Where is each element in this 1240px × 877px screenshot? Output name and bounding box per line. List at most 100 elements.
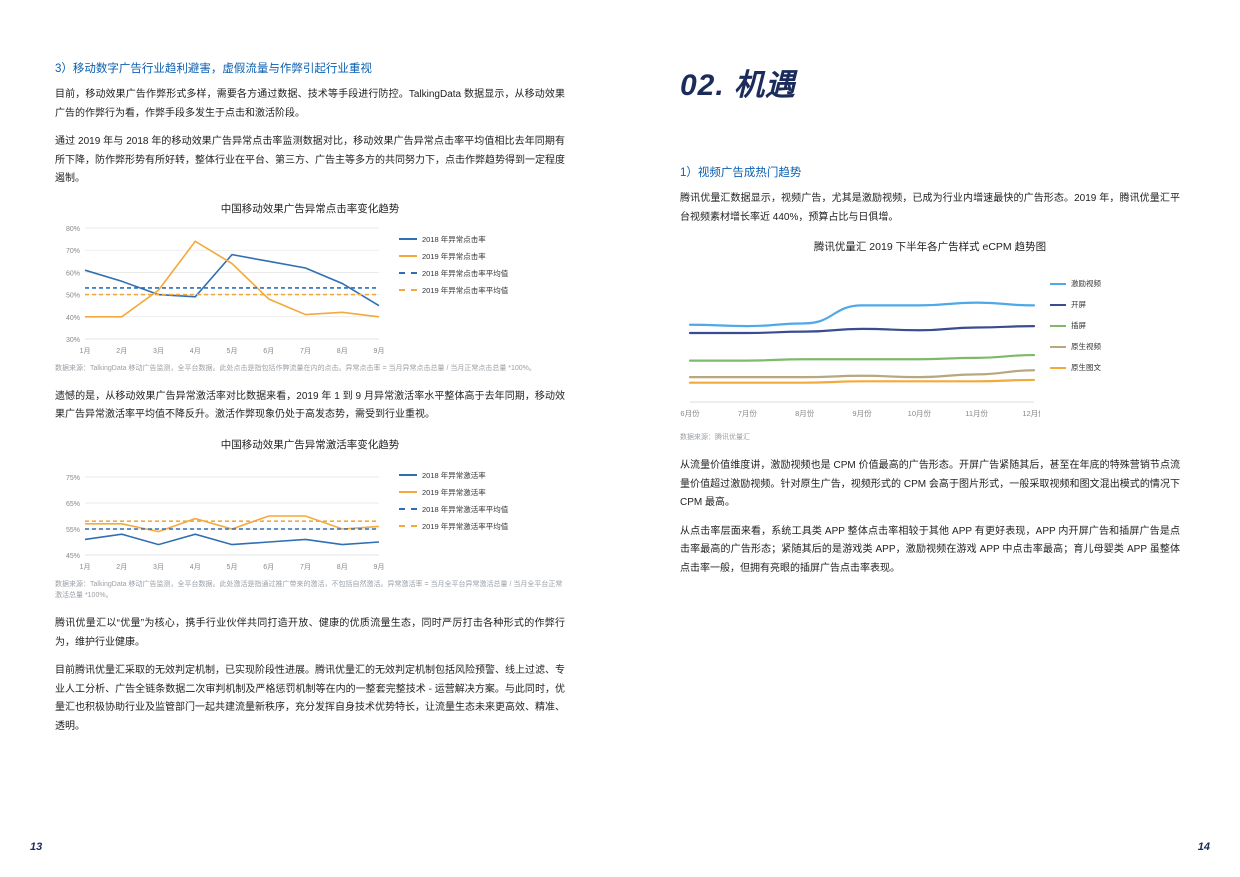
svg-text:8月份: 8月份 <box>795 408 815 418</box>
svg-text:11月份: 11月份 <box>965 408 988 418</box>
page-spread: 3）移动数字广告行业趋利避害，虚假流量与作弊引起行业重视 目前，移动效果广告作弊… <box>0 0 1240 877</box>
svg-text:4月: 4月 <box>190 347 201 355</box>
chart3-row: 6月份 7月份 8月份 9月份 10月份 11月份 12月份 激励视频开屏插屏原生视频原生图… <box>680 260 1180 426</box>
right-p2: 从流量价值维度讲，激励视频也是 CPM 价值最高的广告形态。开屏广告紧随其后，甚… <box>680 457 1180 513</box>
legend-item: 2019 年异常点击率 <box>399 251 508 262</box>
legend-item: 插屏 <box>1050 320 1101 331</box>
svg-text:12月份: 12月份 <box>1022 408 1040 418</box>
chart3-legend: 激励视频开屏插屏原生视频原生图文 <box>1050 260 1101 373</box>
legend-swatch <box>1050 283 1066 285</box>
svg-text:5月: 5月 <box>227 347 238 355</box>
svg-text:2月: 2月 <box>116 563 127 571</box>
svg-text:3月: 3月 <box>153 347 164 355</box>
legend-swatch <box>399 525 417 527</box>
page-left: 3）移动数字广告行业趋利避害，虚假流量与作弊引起行业重视 目前，移动效果广告作弊… <box>0 0 620 877</box>
page-right: 02. 机遇 1）视频广告成热门趋势 腾讯优量汇数据显示，视频广告，尤其是激励视… <box>620 0 1240 877</box>
legend-swatch <box>1050 346 1066 348</box>
chart2-row: 45%55%65%75%1月2月3月4月5月6月7月8月9月 2018 年异常激… <box>55 458 565 573</box>
left-p1: 目前，移动效果广告作弊形式多样，需要各方通过数据、技术等手段进行防控。Talki… <box>55 86 565 123</box>
legend-swatch <box>1050 325 1066 327</box>
chart2-title: 中国移动效果广告异常激活率变化趋势 <box>55 437 565 452</box>
chart2: 45%55%65%75%1月2月3月4月5月6月7月8月9月 <box>55 458 385 573</box>
legend-item: 2019 年异常激活率 <box>399 487 508 498</box>
legend-item: 2019 年异常激活率平均值 <box>399 521 508 532</box>
legend-swatch <box>399 491 417 493</box>
svg-text:70%: 70% <box>66 248 80 255</box>
legend-item: 2018 年异常激活率平均值 <box>399 504 508 515</box>
svg-text:50%: 50% <box>66 292 80 299</box>
svg-text:7月: 7月 <box>300 347 311 355</box>
svg-text:40%: 40% <box>66 314 80 321</box>
svg-text:4月: 4月 <box>190 563 201 571</box>
legend-item: 2018 年异常点击率 <box>399 234 508 245</box>
legend-item: 激励视频 <box>1050 278 1101 289</box>
right-subhead: 1）视频广告成热门趋势 <box>680 164 1180 180</box>
chart3-footnote: 数据来源：腾讯优量汇 <box>680 432 1180 443</box>
svg-text:10月份: 10月份 <box>908 408 932 418</box>
chart2-legend: 2018 年异常激活率 2019 年异常激活率 2018 年异常激活率平均值 2019… <box>399 458 508 532</box>
chart3: 6月份 7月份 8月份 9月份 10月份 11月份 12月份 <box>680 260 1040 420</box>
chart1: 30% 40% 50% 60% 70% 80% 1月 2月 3月 4月 5月 6月 7月 8月 9月 <box>55 222 385 357</box>
svg-text:1月: 1月 <box>80 347 91 355</box>
svg-text:1月: 1月 <box>80 563 91 571</box>
legend-swatch <box>399 474 417 476</box>
left-subhead: 3）移动数字广告行业趋利避害，虚假流量与作弊引起行业重视 <box>55 60 565 76</box>
svg-text:9月: 9月 <box>374 347 385 355</box>
svg-text:9月份: 9月份 <box>852 408 872 418</box>
legend-label: 2018 年异常点击率 <box>422 234 486 245</box>
svg-text:45%: 45% <box>66 553 80 560</box>
svg-text:60%: 60% <box>66 270 80 277</box>
svg-text:7月: 7月 <box>300 563 311 571</box>
svg-text:75%: 75% <box>66 475 80 482</box>
legend-label: 激励视频 <box>1071 278 1101 289</box>
legend-label: 原生图文 <box>1071 362 1101 373</box>
svg-text:8月: 8月 <box>337 347 348 355</box>
svg-text:80%: 80% <box>66 226 80 233</box>
svg-text:9月: 9月 <box>374 563 385 571</box>
right-h1: 02. 机遇 <box>680 60 1180 104</box>
legend-swatch <box>1050 304 1066 306</box>
legend-label: 2018 年异常激活率 <box>422 470 486 481</box>
svg-text:30%: 30% <box>66 337 80 344</box>
legend-item: 2019 年异常点击率平均值 <box>399 285 508 296</box>
legend-swatch <box>399 238 417 240</box>
legend-swatch <box>399 289 417 291</box>
legend-label: 2019 年异常激活率平均值 <box>422 521 508 532</box>
legend-swatch <box>1050 367 1066 369</box>
chart2-footnote: 数据来源：TalkingData 移动广告监测，全平台数据。此处激活是指通过推广… <box>55 579 565 601</box>
left-p5: 目前腾讯优量汇采取的无效判定机制，已实现阶段性进展。腾讯优量汇的无效判定机制包括… <box>55 662 565 736</box>
svg-text:2月: 2月 <box>116 347 127 355</box>
legend-item: 原生图文 <box>1050 362 1101 373</box>
legend-label: 2019 年异常激活率 <box>422 487 486 498</box>
legend-label: 2019 年异常点击率 <box>422 251 486 262</box>
left-p2: 通过 2019 年与 2018 年的移动效果广告异常点击率监测数据对比，移动效果… <box>55 133 565 189</box>
svg-text:55%: 55% <box>66 527 80 534</box>
svg-text:8月: 8月 <box>337 563 348 571</box>
legend-item: 2018 年异常点击率平均值 <box>399 268 508 279</box>
chart3-title: 腾讯优量汇 2019 下半年各广告样式 eCPM 趋势图 <box>680 239 1180 254</box>
legend-label: 插屏 <box>1071 320 1086 331</box>
chart1-footnote: 数据来源：TalkingData 移动广告监测，全平台数据。此处点击是指包括作弊… <box>55 363 565 374</box>
legend-label: 2018 年异常激活率平均值 <box>422 504 508 515</box>
legend-label: 原生视频 <box>1071 341 1101 352</box>
svg-text:7月份: 7月份 <box>738 408 758 418</box>
legend-item: 开屏 <box>1050 299 1101 310</box>
chart1-title: 中国移动效果广告异常点击率变化趋势 <box>55 201 565 216</box>
svg-text:6月: 6月 <box>263 347 274 355</box>
legend-label: 2018 年异常点击率平均值 <box>422 268 508 279</box>
left-p4: 腾讯优量汇以“优量”为核心，携手行业伙伴共同打造开放、健康的优质流量生态，同时严… <box>55 615 565 652</box>
legend-label: 开屏 <box>1071 299 1086 310</box>
svg-text:6月份: 6月份 <box>680 408 700 418</box>
page-num-left: 13 <box>30 841 42 853</box>
legend-swatch <box>399 255 417 257</box>
legend-label: 2019 年异常点击率平均值 <box>422 285 508 296</box>
legend-swatch <box>399 508 417 510</box>
legend-item: 2018 年异常激活率 <box>399 470 508 481</box>
legend-swatch <box>399 272 417 274</box>
right-p1: 腾讯优量汇数据显示，视频广告，尤其是激励视频，已成为行业内增速最快的广告形态。2… <box>680 190 1180 227</box>
svg-text:65%: 65% <box>66 501 80 508</box>
svg-text:6月: 6月 <box>263 563 274 571</box>
right-p3: 从点击率层面来看，系统工具类 APP 整体点击率相较于其他 APP 有更好表现，… <box>680 523 1180 579</box>
svg-text:3月: 3月 <box>153 563 164 571</box>
page-num-right: 14 <box>1198 841 1210 853</box>
